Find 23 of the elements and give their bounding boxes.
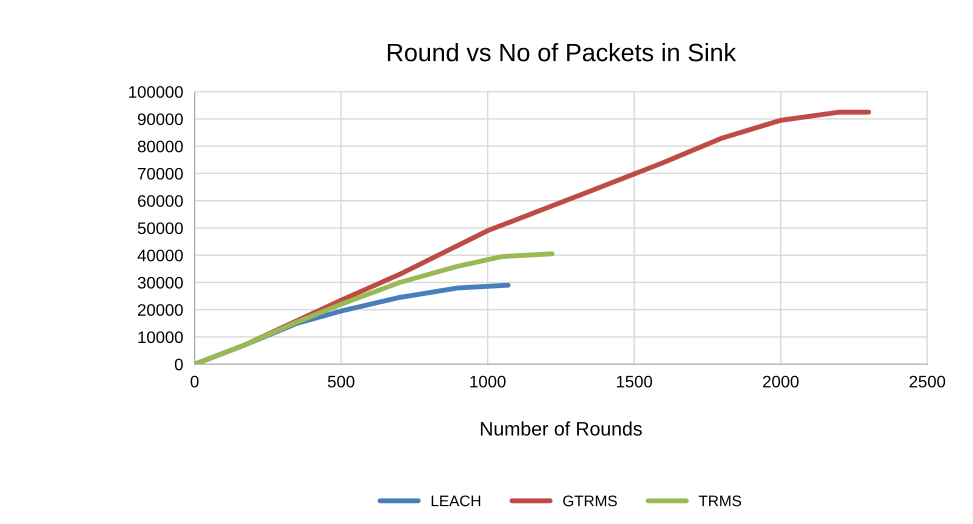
- legend-label: LEACH: [432, 496, 480, 506]
- legend-label: TRMS: [698, 496, 742, 506]
- y-tick-label: 100000: [129, 86, 183, 98]
- y-tick-label: 20000: [138, 304, 183, 316]
- x-tick-label: 0: [190, 376, 199, 388]
- y-tick-label: 30000: [138, 276, 183, 289]
- y-tick-label: 0: [174, 358, 183, 370]
- y-tick-label: 80000: [138, 140, 183, 152]
- y-tick-label: 60000: [138, 195, 183, 207]
- line-series: [194, 251, 555, 364]
- legend-label: GTRMS: [563, 496, 617, 506]
- x-tick-label: 1000: [470, 376, 506, 388]
- y-tick-label: 10000: [138, 331, 183, 344]
- y-tick-label: 70000: [138, 168, 183, 180]
- y-tick-label: 40000: [138, 250, 183, 262]
- x-tick-label: 2000: [763, 376, 799, 388]
- y-tick-label: 90000: [138, 113, 183, 126]
- x-tick-label: 1500: [616, 376, 652, 388]
- chart-title: Round vs No of Packets in Sink: [388, 43, 736, 62]
- y-tick-label: 50000: [138, 222, 183, 234]
- x-axis-title: Number of Rounds: [480, 421, 642, 436]
- x-tick-label: 500: [328, 376, 354, 388]
- x-tick-label: 2500: [910, 376, 946, 388]
